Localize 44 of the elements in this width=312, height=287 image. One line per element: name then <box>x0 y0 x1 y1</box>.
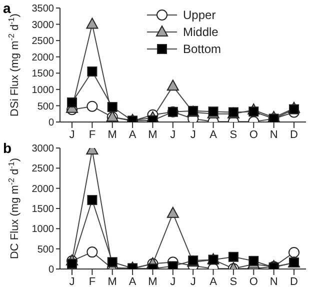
x-tick-label: D <box>290 128 298 141</box>
x-tick-label: D <box>290 276 298 287</box>
y-tick-label: 0 <box>48 264 54 276</box>
y-tick-label: 2000 <box>32 184 54 195</box>
y-tick-label: 2500 <box>32 36 54 48</box>
y-tick-label: 0 <box>48 118 54 129</box>
legend-label: Bottom <box>183 42 222 56</box>
x-tick-label: S <box>230 128 238 141</box>
legend-label: Upper <box>183 8 216 22</box>
y-tick-label: 1500 <box>32 68 54 80</box>
y-tick-label: 500 <box>37 101 54 112</box>
x-tick-label: N <box>270 128 278 141</box>
y-tick-label: 500 <box>37 244 54 256</box>
y-tick-label: 3500 <box>32 4 54 15</box>
x-tick-label: M <box>148 276 158 287</box>
y-tick-label: 3000 <box>32 144 54 155</box>
x-tick-label: J <box>69 276 75 287</box>
x-tick-label: J <box>190 128 196 141</box>
y-tick-label: 3000 <box>32 20 54 31</box>
y-tick-label: 2000 <box>32 52 54 64</box>
x-tick-label: O <box>249 276 258 287</box>
x-tick-label: J <box>170 276 176 287</box>
x-tick-label: N <box>270 276 278 287</box>
text: b <box>3 140 12 156</box>
y-tick-label: 2500 <box>32 164 54 175</box>
x-tick-label: F <box>88 128 96 141</box>
x-tick-label: A <box>210 276 218 287</box>
legend-label: Middle <box>183 25 219 39</box>
x-tick-label: S <box>230 276 238 287</box>
y-tick-label: 1000 <box>32 84 54 96</box>
x-tick-label: J <box>190 276 196 287</box>
x-tick-label: A <box>210 128 218 141</box>
x-tick-label: M <box>148 128 158 141</box>
x-tick-label: F <box>88 276 96 287</box>
y-tick-label: 1500 <box>32 204 54 216</box>
x-tick-label: J <box>69 128 75 141</box>
x-tick-label: M <box>108 276 117 287</box>
y-tick-label: 1000 <box>32 224 54 236</box>
x-tick-label: A <box>128 276 137 287</box>
text: a <box>3 0 11 16</box>
x-tick-label: A <box>128 128 137 141</box>
x-tick-label: J <box>170 128 176 141</box>
x-tick-label: O <box>249 128 258 141</box>
x-tick-label: M <box>108 128 117 141</box>
